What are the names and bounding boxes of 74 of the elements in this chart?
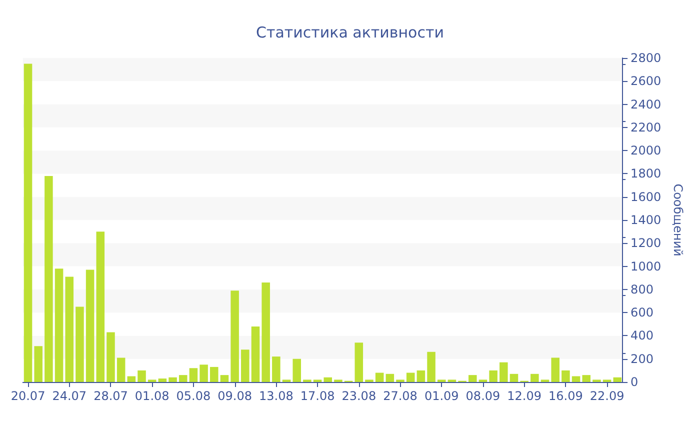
y-tick-label: 2000 [630, 144, 662, 158]
bar [241, 350, 250, 382]
y-tick-label: 1200 [630, 236, 662, 250]
y-tick-label: 600 [630, 306, 654, 320]
bar [158, 378, 167, 382]
bar [189, 368, 198, 382]
x-tick-label: 24.07 [52, 389, 87, 403]
bar [76, 306, 84, 382]
bar [106, 332, 115, 382]
bar [54, 268, 64, 382]
y-tick-label: 1000 [630, 259, 662, 274]
x-tick-label: 08.09 [466, 389, 500, 403]
bar [251, 326, 260, 382]
bar [427, 352, 436, 382]
bar [86, 270, 94, 382]
x-tick-label: 12.09 [507, 389, 542, 403]
y-tick-label: 2800 [630, 51, 662, 65]
x-tick-label: 17.08 [300, 389, 335, 403]
x-tick-label: 22.09 [590, 389, 624, 403]
y-tick-label: 1800 [630, 166, 662, 181]
bar [530, 374, 539, 382]
bar [292, 358, 301, 382]
bar [200, 364, 208, 382]
y-tick-label: 0 [630, 375, 638, 389]
y-tick-label: 1400 [630, 213, 662, 227]
bar [116, 358, 126, 382]
x-tick-label: 16.09 [548, 389, 583, 403]
y-tick-label: 400 [630, 328, 654, 343]
bar [500, 362, 508, 382]
bar [178, 375, 188, 382]
bar [24, 64, 32, 382]
bar [138, 370, 146, 382]
y-tick-label: 1600 [630, 190, 662, 204]
x-tick-label: 09.08 [218, 389, 252, 403]
bar [416, 370, 426, 382]
bar [65, 276, 74, 382]
bar [582, 375, 591, 382]
x-tick-label: 01.08 [134, 389, 170, 403]
bar [406, 372, 415, 382]
y-axis-title: Сообщений [671, 184, 685, 256]
bar [324, 377, 332, 382]
x-tick-label: 13.08 [258, 389, 294, 403]
x-tick-label: 27.08 [383, 389, 418, 403]
bar [551, 358, 560, 382]
bar [220, 375, 229, 382]
y-tick-label: 2200 [630, 120, 662, 134]
chart-title: Статистика активности [256, 24, 444, 42]
y-tick-label: 200 [630, 352, 654, 366]
bar [489, 370, 498, 382]
bar [613, 377, 622, 382]
bar [44, 176, 53, 382]
bar [375, 372, 384, 382]
y-tick-label: 2400 [630, 97, 662, 112]
x-tick-label: 20.07 [10, 389, 46, 403]
bar [572, 376, 580, 382]
bar [354, 342, 364, 382]
y-tick-label: 2600 [630, 74, 662, 88]
x-tick-label: 05.08 [176, 389, 211, 403]
x-tick-label: 28.07 [94, 389, 128, 403]
bar [510, 374, 518, 382]
bar [96, 232, 105, 382]
y-tick-label: 800 [630, 282, 654, 296]
bar [562, 370, 570, 382]
x-tick-label: 23.08 [342, 389, 376, 403]
bar [230, 290, 239, 382]
bar [34, 346, 42, 382]
bar [468, 375, 477, 382]
bar [386, 374, 394, 382]
bar [168, 377, 177, 382]
bar [127, 376, 136, 382]
bar [262, 282, 270, 382]
bar [272, 356, 280, 382]
bar [210, 366, 218, 382]
x-tick-label: 01.09 [424, 389, 459, 403]
